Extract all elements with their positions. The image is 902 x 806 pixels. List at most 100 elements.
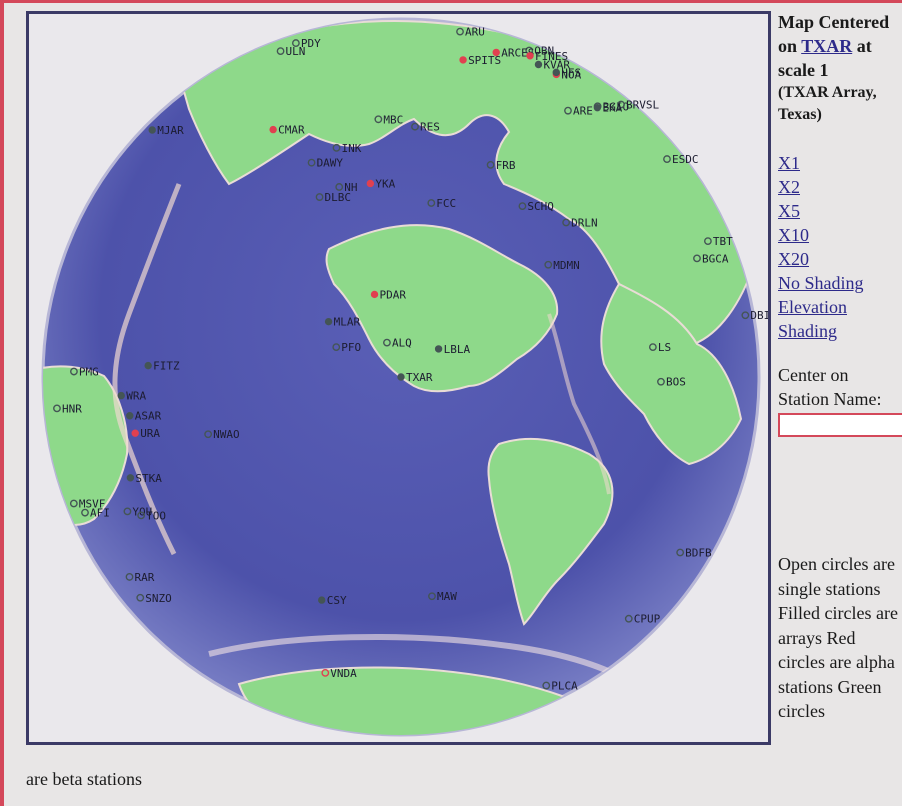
- station-marker-tbt[interactable]: TBT: [704, 235, 733, 248]
- station-marker-msvf[interactable]: MSVF: [69, 497, 106, 510]
- zoom-x10-link[interactable]: X10: [778, 225, 809, 245]
- station-dot-eka[interactable]: [593, 103, 602, 112]
- station-dot-wra[interactable]: [117, 391, 125, 400]
- station-dot-ink[interactable]: [332, 143, 341, 152]
- station-marker-res[interactable]: RES: [411, 121, 440, 134]
- station-dot-msvf[interactable]: [69, 499, 78, 508]
- station-dot-yka[interactable]: [366, 179, 375, 188]
- station-dot-asar[interactable]: [126, 412, 134, 420]
- station-dot-pdy[interactable]: [291, 39, 300, 47]
- station-dot-too[interactable]: [137, 511, 146, 520]
- zoom-x20-link[interactable]: X20: [778, 249, 809, 269]
- station-dot-plca[interactable]: [542, 681, 551, 690]
- station-marker-hnr[interactable]: HNR: [53, 402, 82, 415]
- station-marker-ink[interactable]: INK: [332, 142, 362, 155]
- station-dot-hnr[interactable]: [53, 404, 61, 413]
- station-marker-too[interactable]: TOO: [137, 509, 166, 522]
- station-dot-pfo[interactable]: [332, 343, 341, 352]
- station-marker-esdc[interactable]: ESDC: [663, 153, 699, 166]
- station-marker-hfs[interactable]: HFS: [552, 66, 581, 79]
- station-marker-stka[interactable]: STKA: [126, 472, 162, 485]
- station-marker-txar[interactable]: TXAR: [397, 371, 433, 384]
- station-marker-bdfb[interactable]: BDFB: [676, 546, 712, 559]
- station-dot-fcc[interactable]: [427, 199, 436, 207]
- station-marker-bgca[interactable]: BGCA: [693, 252, 729, 265]
- station-marker-pdar[interactable]: PDAR: [370, 288, 406, 301]
- station-marker-csy[interactable]: CSY: [318, 594, 347, 607]
- station-marker-mdmn[interactable]: MDMN: [544, 259, 580, 272]
- station-dot-kvar[interactable]: [534, 60, 543, 69]
- station-dot-aru[interactable]: [456, 27, 464, 36]
- station-marker-mlar[interactable]: MLAR: [324, 316, 360, 329]
- globe-map-panel[interactable]: CMAR ULN PDY ARU KVAR OBN BGIO ARCES FINES SPITS N…: [26, 11, 771, 745]
- station-dot-dlbc[interactable]: [315, 193, 324, 201]
- station-dot-ura[interactable]: [131, 429, 139, 437]
- station-dot-nh[interactable]: [335, 183, 344, 191]
- station-marker-drln[interactable]: DRLN: [562, 217, 598, 230]
- zoom-x2-link[interactable]: X2: [778, 177, 800, 197]
- station-marker-nh[interactable]: NH: [335, 181, 357, 194]
- station-marker-mjar[interactable]: MJAR: [148, 124, 184, 137]
- station-marker-yka[interactable]: YKA: [366, 177, 396, 190]
- station-marker-ura[interactable]: URA: [131, 427, 160, 440]
- station-dot-uln[interactable]: [276, 47, 285, 56]
- station-marker-alq[interactable]: ALQ: [383, 337, 412, 350]
- station-dot-mjar[interactable]: [148, 126, 156, 134]
- station-dot-afi[interactable]: [81, 508, 89, 517]
- station-marker-eka[interactable]: EKA: [593, 102, 623, 115]
- station-dot-spits[interactable]: [459, 56, 467, 64]
- station-marker-aru[interactable]: ARU: [456, 26, 485, 39]
- station-dot-alq[interactable]: [383, 338, 391, 347]
- station-dot-res[interactable]: [411, 122, 419, 131]
- station-dot-txar[interactable]: [397, 373, 405, 381]
- station-dot-mbc[interactable]: [374, 115, 383, 124]
- station-marker-wra[interactable]: WRA: [117, 390, 146, 403]
- station-dot-brvsl[interactable]: [617, 100, 625, 109]
- station-marker-pmg[interactable]: PMG: [70, 366, 99, 379]
- station-dot-mlar[interactable]: [324, 317, 333, 326]
- zoom-x5-link[interactable]: X5: [778, 201, 800, 221]
- station-marker-fcc[interactable]: FCC: [427, 197, 456, 210]
- station-marker-mbc[interactable]: MBC: [374, 113, 403, 126]
- elevation-shading-link[interactable]: Elevation Shading: [778, 297, 847, 341]
- station-marker-afi[interactable]: AFI: [81, 507, 110, 520]
- station-dot-schq[interactable]: [518, 202, 527, 211]
- station-marker-dlbc[interactable]: DLBC: [315, 191, 351, 204]
- station-marker-cpup[interactable]: CPUP: [624, 613, 661, 626]
- station-marker-maw[interactable]: MAW: [428, 590, 457, 603]
- station-dot-hfs[interactable]: [552, 68, 560, 77]
- station-dot-snzo[interactable]: [136, 593, 145, 602]
- station-dot-fines[interactable]: [526, 52, 534, 60]
- station-dot-csy[interactable]: [318, 596, 326, 604]
- station-marker-snzo[interactable]: SNZO: [136, 592, 172, 605]
- station-dot-mdmn[interactable]: [544, 260, 553, 269]
- station-marker-fitz[interactable]: FITZ: [144, 360, 180, 373]
- station-dot-cpup[interactable]: [624, 614, 633, 623]
- station-dot-maw[interactable]: [428, 592, 436, 601]
- station-marker-brvsl[interactable]: BRVSL: [617, 99, 660, 112]
- zoom-x1-link[interactable]: X1: [778, 153, 800, 173]
- station-dot-rar[interactable]: [125, 573, 134, 581]
- station-marker-ls[interactable]: LS: [648, 341, 671, 354]
- station-marker-pfo[interactable]: PFO: [332, 341, 361, 354]
- station-marker-cmar[interactable]: CMAR: [269, 124, 305, 137]
- station-dot-esdc[interactable]: [663, 155, 671, 163]
- station-marker-uln[interactable]: ULN: [276, 45, 305, 58]
- station-marker-vnda[interactable]: VNDA: [321, 667, 357, 680]
- station-marker-dbic[interactable]: DBIC: [741, 309, 768, 322]
- station-marker-fines[interactable]: FINES: [526, 50, 568, 63]
- station-dot-you[interactable]: [123, 507, 132, 516]
- station-dot-stka[interactable]: [126, 474, 135, 482]
- station-dot-drln[interactable]: [562, 218, 571, 227]
- station-dot-fitz[interactable]: [144, 361, 152, 370]
- station-marker-lbla[interactable]: LBLA: [434, 343, 470, 356]
- no-shading-link[interactable]: No Shading: [778, 273, 864, 293]
- station-marker-are[interactable]: ARE: [564, 105, 593, 118]
- center-station-link[interactable]: TXAR: [801, 36, 853, 56]
- station-dot-tbt[interactable]: [704, 237, 712, 246]
- station-dot-are[interactable]: [564, 106, 572, 115]
- station-dot-frb[interactable]: [486, 160, 495, 169]
- station-marker-pdy[interactable]: PDY: [291, 37, 321, 50]
- station-marker-arces[interactable]: ARCES: [492, 46, 534, 59]
